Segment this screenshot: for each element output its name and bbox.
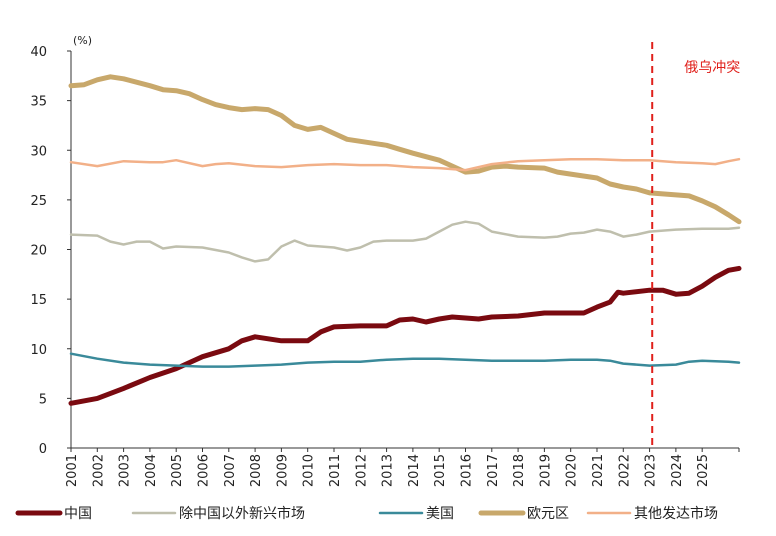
legend-label-1: 中国: [64, 506, 92, 522]
x-tick-label: 2008: [249, 454, 264, 487]
annotation-layer: 俄乌冲突: [651, 42, 740, 448]
y-tick-label: 10: [30, 343, 47, 358]
y-tick-label: 5: [39, 392, 47, 407]
x-tick-label: 2009: [275, 454, 290, 487]
x-tick-label: 2020: [565, 454, 580, 487]
legend-label-2: 除中国以外新兴市场: [179, 505, 305, 522]
y-tick-label: 0: [39, 442, 47, 457]
y-tick-label: 15: [30, 293, 47, 308]
x-tick-label: 2007: [223, 454, 238, 487]
y-tick-label: 30: [30, 144, 47, 159]
x-tick-label: 2021: [591, 454, 606, 487]
x-tick-label: 2016: [459, 454, 474, 487]
x-tick-label: 2003: [118, 454, 133, 487]
x-tick-label: 2004: [144, 454, 159, 487]
x-tick-label: 2012: [354, 454, 369, 487]
x-tick-label: 2024: [670, 454, 685, 487]
x-tick-label: 2002: [91, 454, 106, 487]
y-tick-label: 35: [30, 95, 47, 110]
y-tick-label: 20: [30, 244, 47, 259]
x-tick-label: 2006: [196, 454, 211, 487]
x-tick-label: 2014: [407, 454, 422, 487]
legend: 中国 除中国以外新兴市场 美国 欧元区 其他发达市场: [15, 505, 718, 522]
series-line-5: [69, 157, 741, 172]
x-tick-label: 2011: [328, 454, 343, 487]
legend-label-4: 欧元区: [527, 506, 569, 522]
series-layer: [68, 74, 742, 406]
x-tick-label: 2010: [302, 454, 317, 487]
series-line-4: [68, 74, 742, 225]
x-tick-label: 2025: [696, 454, 711, 487]
x-tick-label: 2013: [381, 454, 396, 487]
x-tick-label: 2018: [512, 454, 527, 487]
x-tick-label: 2001: [65, 454, 80, 487]
event-annotation-label: 俄乌冲突: [684, 60, 740, 76]
legend-label-5: 其他发达市场: [634, 505, 718, 522]
y-tick-label: 25: [30, 194, 47, 209]
x-tick-label: 2022: [617, 454, 632, 487]
x-tick-label: 2005: [170, 454, 185, 487]
series-line-3: [69, 352, 741, 368]
y-unit-label: (%): [73, 34, 92, 47]
series-line-2: [69, 220, 741, 263]
series-line-1: [68, 265, 742, 406]
x-tick-label: 2017: [486, 454, 501, 487]
y-tick-label: 40: [30, 45, 47, 60]
x-tick-label: 2019: [538, 454, 553, 487]
x-tick-label: 2023: [644, 454, 659, 487]
x-tick-label: 2015: [433, 454, 448, 487]
legend-label-3: 美国: [426, 506, 454, 522]
